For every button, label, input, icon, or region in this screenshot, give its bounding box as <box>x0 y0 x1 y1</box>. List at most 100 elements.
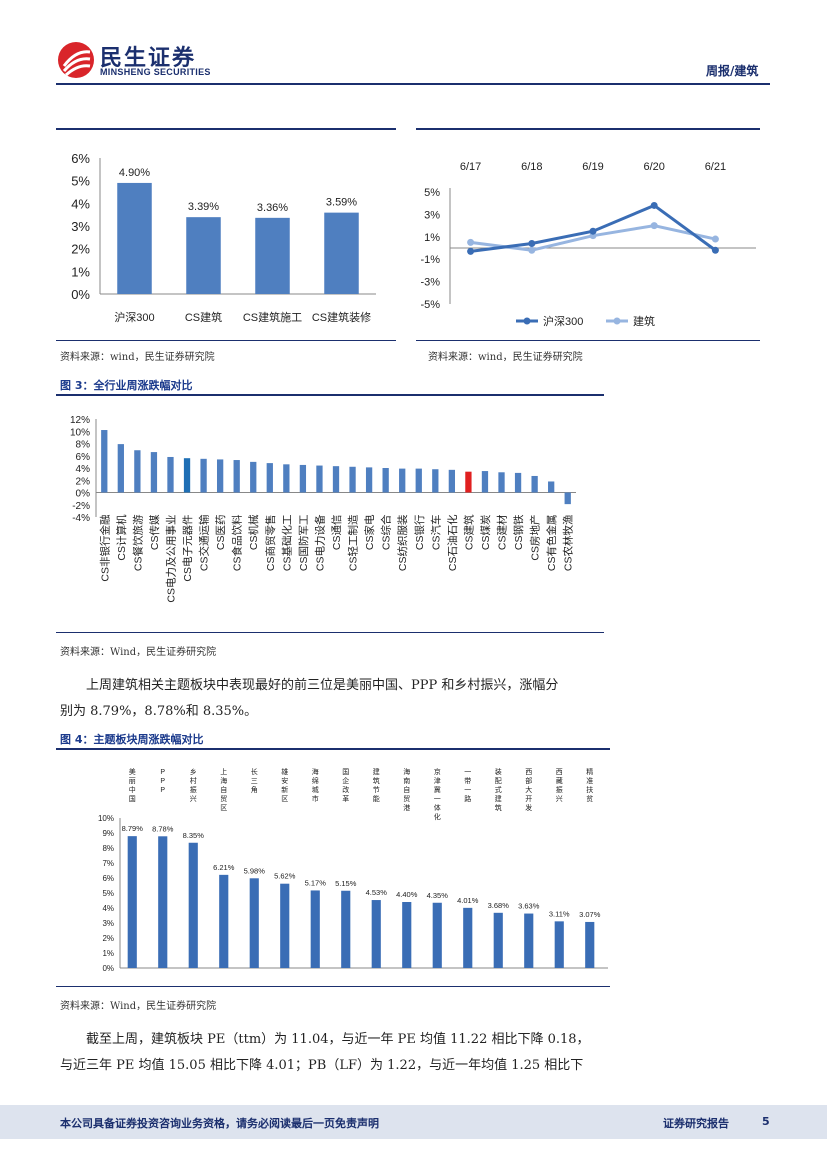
industry-bar <box>448 469 456 493</box>
industry-bar <box>349 466 356 493</box>
series-point <box>650 222 658 230</box>
figure3-title: 图 3：全行业周涨跌幅对比 <box>60 379 193 392</box>
x-category-label: 国企改革 <box>342 768 349 803</box>
bar-chart-returns: 0% 1% 2% 3% 4% 5% 6% 4.90% 沪深300 3.39% CS建筑 3.36% CS… <box>71 151 376 324</box>
x-category-label: CS钢铁 <box>512 514 525 550</box>
top-left-chart-topline <box>56 128 396 130</box>
header-divider <box>56 83 770 85</box>
x-category-label: CS机械 <box>247 514 260 550</box>
bar-value-label: 5.17% <box>305 878 327 887</box>
legend-label: 沪深300 <box>543 314 583 328</box>
industry-bar <box>465 471 472 493</box>
industry-bar <box>316 465 323 493</box>
source-note-top-left: 资料来源：wind，民生证券研究院 <box>60 352 215 363</box>
bar-value-label: 3.11% <box>549 909 570 918</box>
x-category-label: CS商贸零售 <box>264 515 277 572</box>
x-category-label: CS餐饮旅游 <box>131 514 144 571</box>
bar-value-label: 5.98% <box>244 866 266 875</box>
bar-value-label: 5.62% <box>274 872 296 881</box>
x-category-label: CS计算机 <box>115 514 128 561</box>
bar-value-label: 3.07% <box>579 910 601 919</box>
y-tick-label: 10% <box>70 427 90 438</box>
series-point <box>528 240 536 248</box>
theme-bar <box>585 921 595 968</box>
series-point <box>711 246 719 254</box>
paragraph-1-line1: 上周建筑相关主题板块中表现最好的前三位是美丽中国、PPP 和乡村振兴，涨幅分 <box>86 678 559 693</box>
x-date-label: 6/19 <box>582 161 603 173</box>
x-date-label: 6/20 <box>643 161 664 173</box>
x-date-label: 6/21 <box>705 161 726 173</box>
x-category-label: CS食品饮料 <box>231 514 244 571</box>
x-category-label: CS建筑装修 <box>312 310 371 324</box>
industry-bar <box>415 468 422 493</box>
x-category-label: CS非银行金融 <box>98 514 111 582</box>
industry-bar <box>498 472 505 493</box>
x-category-label: CS基础化工 <box>280 515 293 572</box>
y-tick-label: 3% <box>102 919 114 928</box>
industry-bar <box>250 461 257 493</box>
x-category-label: CS石油石化 <box>446 514 459 571</box>
x-category-label: 海南自贸港 <box>403 767 410 812</box>
theme-bar <box>310 890 320 968</box>
y-tick-label: 5% <box>424 187 440 199</box>
x-category-label: 长三角 <box>251 767 258 794</box>
bar-value-label: 8.79% <box>122 824 144 833</box>
bar-value-label: 4.90% <box>119 167 150 179</box>
footer-disclaimer: 本公司具备证券投资咨询业务资格，请务必阅读最后一页免责声明 <box>60 1117 379 1130</box>
bar <box>186 217 221 294</box>
x-category-label: CS电子元器件 <box>181 515 194 582</box>
x-category-label: CS家电 <box>363 514 376 550</box>
paragraph-1-line2: 别为 8.79%，8.78%和 8.35%。 <box>60 704 258 719</box>
x-category-label: CS交通运输 <box>198 514 211 571</box>
industry-bar <box>117 444 124 493</box>
figure4-bottomline <box>56 986 610 987</box>
legend-label: 建筑 <box>633 314 655 328</box>
industry-bar <box>167 456 174 493</box>
industry-bar <box>564 492 571 505</box>
y-tick-label: 3% <box>71 219 90 234</box>
industry-bar-chart: 12%10% 8%6%4%2% 0%-2%-4% CS非银行金融 CS计算机 CS餐饮旅游… <box>70 415 576 603</box>
x-category-label: 海绵城市 <box>312 767 319 803</box>
paragraph-2: 截至上周，建筑板块 PE（ttm）为 11.04，与近一年 PE 均值 11.2… <box>60 1027 620 1079</box>
bar-value-label: 3.59% <box>326 197 357 209</box>
y-tick-label: 2% <box>71 242 90 257</box>
top-right-chart-bottomline <box>416 340 760 341</box>
x-category-label: 精准扶贫 <box>586 767 593 803</box>
y-tick-label: 2% <box>102 934 114 943</box>
theme-bar <box>402 902 412 968</box>
x-category-label: CS建筑 <box>462 514 475 550</box>
y-tick-label: 3% <box>424 209 440 221</box>
brand-name-en: MINSHENG SECURITIES <box>100 67 211 77</box>
y-tick-label: 2% <box>76 476 91 487</box>
legend-marker <box>613 317 621 325</box>
industry-bar <box>183 458 191 493</box>
x-category-label: CS煤炭 <box>479 514 492 550</box>
y-tick-label: 10% <box>98 814 114 823</box>
y-tick-label: -4% <box>72 513 90 524</box>
bar <box>117 182 152 294</box>
x-category-label: 一带一路 <box>464 769 471 803</box>
y-tick-label: 0% <box>71 287 90 302</box>
x-category-label: 京津冀一体化 <box>434 767 441 821</box>
theme-bar <box>280 883 290 968</box>
bar-value-label: 3.68% <box>488 901 510 910</box>
footer-report-type: 证券研究报告 <box>663 1117 729 1130</box>
x-category-label: 建筑节能 <box>373 767 380 803</box>
bar-value-label: 4.35% <box>427 891 449 900</box>
theme-bar-chart: 10% 9% 8% 7% 6% 5% 4% 3% 2% 1% 0% 8.79% 美丽中国 8.78% P P P… <box>98 767 608 973</box>
bar-value-label: 8.78% <box>152 824 174 833</box>
header: 民生证券 MINSHENG SECURITIES 周报/建筑 <box>0 0 827 90</box>
y-tick-label: 5% <box>102 889 114 898</box>
bar-value-label: 4.01% <box>457 896 479 905</box>
y-tick-label: 5% <box>71 174 90 189</box>
theme-bar <box>219 874 229 968</box>
industry-bar <box>432 469 439 493</box>
y-tick-label: 7% <box>102 859 114 868</box>
bar-value-label: 3.63% <box>518 902 540 911</box>
industry-bar <box>399 468 406 493</box>
x-category-label: CS建筑 <box>185 310 222 324</box>
x-category-label: CS电力设备 <box>313 514 326 571</box>
bar <box>324 212 359 294</box>
y-tick-label: 1% <box>71 264 90 279</box>
